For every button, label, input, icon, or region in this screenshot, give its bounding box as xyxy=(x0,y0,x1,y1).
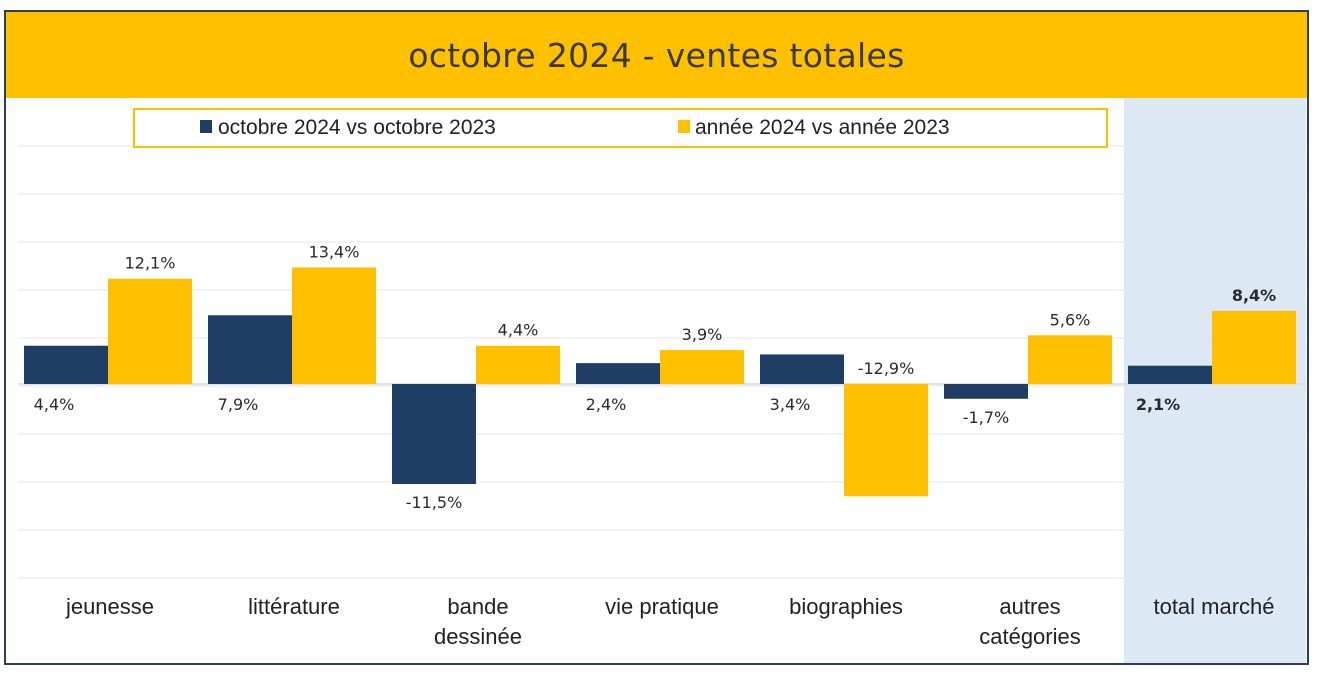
bar-1-3 xyxy=(576,363,660,384)
bar-1-5 xyxy=(944,384,1028,399)
data-label-1-4: 3,4% xyxy=(770,395,811,414)
data-label-1-5: -1,7% xyxy=(963,408,1009,427)
data-label-1-2: -11,5% xyxy=(406,493,463,512)
bar-1-4 xyxy=(760,354,844,384)
bar-2-2 xyxy=(476,345,560,384)
legend-swatch-1 xyxy=(200,120,212,133)
chart-title: octobre 2024 - ventes totales xyxy=(408,35,905,75)
data-label-2-5: 5,6% xyxy=(1050,310,1091,329)
bar-1-6 xyxy=(1128,365,1212,384)
data-label-2-6: 8,4% xyxy=(1232,286,1276,305)
data-label-2-4: -12,9% xyxy=(858,359,915,378)
category-label-4: biographies xyxy=(789,594,903,619)
bar-2-5 xyxy=(1028,335,1112,384)
legend-swatch-2 xyxy=(678,120,690,133)
legend-label-1: octobre 2024 vs octobre 2023 xyxy=(218,116,496,139)
category-label-6: total marché xyxy=(1153,594,1274,619)
bar-2-0 xyxy=(108,278,192,384)
data-label-1-0: 4,4% xyxy=(34,395,75,414)
data-label-1-1: 7,9% xyxy=(218,395,259,414)
data-label-1-6: 2,1% xyxy=(1136,395,1180,414)
bar-2-1 xyxy=(292,267,376,384)
category-label-2: dessinée xyxy=(434,624,522,649)
title-band: octobre 2024 - ventes totales xyxy=(6,12,1307,98)
bar-1-2 xyxy=(392,384,476,485)
bar-1-1 xyxy=(208,315,292,384)
legend-box xyxy=(133,108,1108,148)
category-label-3: vie pratique xyxy=(605,594,719,619)
data-label-2-3: 3,9% xyxy=(682,325,723,344)
bar-2-3 xyxy=(660,350,744,384)
data-label-1-3: 2,4% xyxy=(586,395,627,414)
data-label-2-1: 13,4% xyxy=(309,242,360,261)
bar-2-6 xyxy=(1212,310,1296,384)
category-label-5: catégories xyxy=(979,624,1081,649)
bar-1-0 xyxy=(24,345,108,384)
data-label-2-2: 4,4% xyxy=(498,321,539,340)
category-label-5: autres xyxy=(999,594,1060,619)
data-label-2-0: 12,1% xyxy=(125,254,176,273)
category-label-2: bande xyxy=(447,594,508,619)
category-label-1: littérature xyxy=(248,594,340,619)
legend-label-2: année 2024 vs année 2023 xyxy=(695,116,950,139)
category-label-0: jeunesse xyxy=(65,594,154,619)
bar-2-4 xyxy=(844,384,928,497)
